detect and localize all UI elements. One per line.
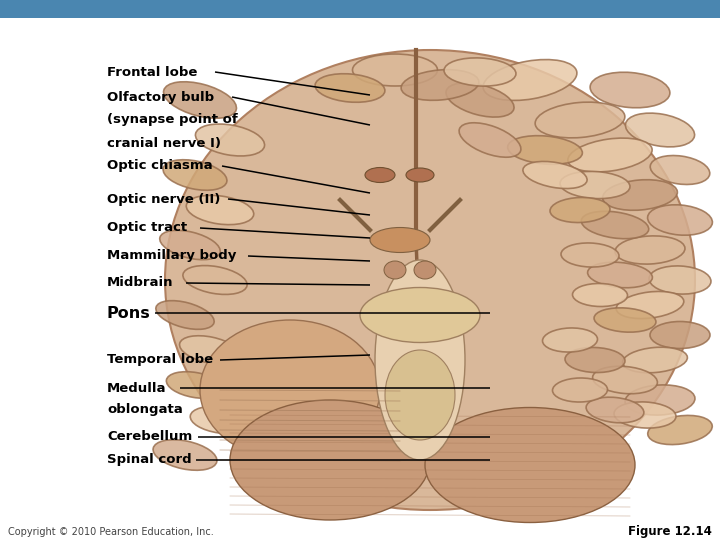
- Text: cranial nerve I): cranial nerve I): [107, 137, 221, 150]
- Text: Cerebellum: Cerebellum: [107, 430, 192, 443]
- Text: (synapse point of: (synapse point of: [107, 113, 238, 126]
- Text: Temporal lobe: Temporal lobe: [107, 354, 213, 367]
- Ellipse shape: [568, 138, 652, 172]
- Ellipse shape: [542, 328, 598, 352]
- Text: Midbrain: Midbrain: [107, 276, 174, 289]
- Ellipse shape: [650, 156, 710, 185]
- Ellipse shape: [406, 168, 434, 182]
- Ellipse shape: [190, 407, 250, 434]
- Ellipse shape: [550, 198, 610, 222]
- Ellipse shape: [590, 72, 670, 108]
- Text: oblongata: oblongata: [107, 403, 183, 416]
- Ellipse shape: [483, 59, 577, 100]
- Ellipse shape: [614, 402, 676, 428]
- Ellipse shape: [593, 366, 657, 394]
- Text: Copyright © 2010 Pearson Education, Inc.: Copyright © 2010 Pearson Education, Inc.: [8, 527, 214, 537]
- Text: Mammillary body: Mammillary body: [107, 249, 236, 262]
- Ellipse shape: [594, 308, 656, 332]
- Bar: [0, 0, 720, 18]
- Ellipse shape: [385, 350, 455, 440]
- Ellipse shape: [315, 74, 385, 102]
- Text: Pons: Pons: [107, 306, 150, 321]
- Ellipse shape: [186, 195, 253, 225]
- Ellipse shape: [650, 321, 710, 348]
- Ellipse shape: [375, 260, 465, 460]
- Ellipse shape: [401, 70, 479, 100]
- Text: Optic chiasma: Optic chiasma: [107, 159, 212, 172]
- Ellipse shape: [552, 378, 608, 402]
- Ellipse shape: [523, 161, 587, 188]
- Ellipse shape: [588, 262, 652, 288]
- Ellipse shape: [586, 397, 644, 423]
- Ellipse shape: [166, 372, 224, 399]
- Ellipse shape: [572, 284, 628, 307]
- Ellipse shape: [648, 415, 712, 444]
- Ellipse shape: [647, 205, 712, 235]
- Bar: [0, 0, 720, 18]
- Ellipse shape: [156, 301, 214, 329]
- Ellipse shape: [508, 136, 582, 164]
- Ellipse shape: [384, 261, 406, 279]
- Text: Optic tract: Optic tract: [107, 221, 187, 234]
- Ellipse shape: [649, 266, 711, 294]
- Ellipse shape: [153, 440, 217, 470]
- Ellipse shape: [626, 113, 695, 147]
- Ellipse shape: [444, 58, 516, 86]
- Text: Spinal cord: Spinal cord: [107, 454, 192, 467]
- Ellipse shape: [616, 292, 684, 319]
- Ellipse shape: [560, 171, 630, 199]
- Ellipse shape: [370, 227, 430, 253]
- Ellipse shape: [425, 408, 635, 523]
- Ellipse shape: [353, 54, 438, 86]
- Ellipse shape: [179, 336, 240, 364]
- Ellipse shape: [183, 266, 247, 294]
- Ellipse shape: [163, 160, 227, 190]
- Ellipse shape: [535, 102, 625, 138]
- Ellipse shape: [459, 123, 521, 157]
- Ellipse shape: [625, 385, 695, 415]
- Ellipse shape: [615, 236, 685, 264]
- Ellipse shape: [414, 261, 436, 279]
- Ellipse shape: [581, 211, 649, 239]
- Text: Olfactory bulb: Olfactory bulb: [107, 91, 214, 104]
- Ellipse shape: [623, 347, 688, 373]
- Ellipse shape: [163, 82, 236, 118]
- Ellipse shape: [160, 231, 220, 260]
- Ellipse shape: [446, 83, 514, 117]
- Text: Frontal lobe: Frontal lobe: [107, 65, 197, 78]
- Ellipse shape: [195, 124, 264, 156]
- Text: Figure 12.14: Figure 12.14: [628, 525, 712, 538]
- Ellipse shape: [561, 243, 619, 267]
- Ellipse shape: [365, 167, 395, 183]
- Ellipse shape: [565, 347, 625, 373]
- Ellipse shape: [360, 287, 480, 342]
- Text: Medulla: Medulla: [107, 381, 166, 395]
- Ellipse shape: [165, 50, 695, 510]
- Text: Optic nerve (II): Optic nerve (II): [107, 192, 220, 206]
- Ellipse shape: [603, 180, 678, 210]
- Ellipse shape: [230, 400, 430, 520]
- Ellipse shape: [200, 320, 380, 460]
